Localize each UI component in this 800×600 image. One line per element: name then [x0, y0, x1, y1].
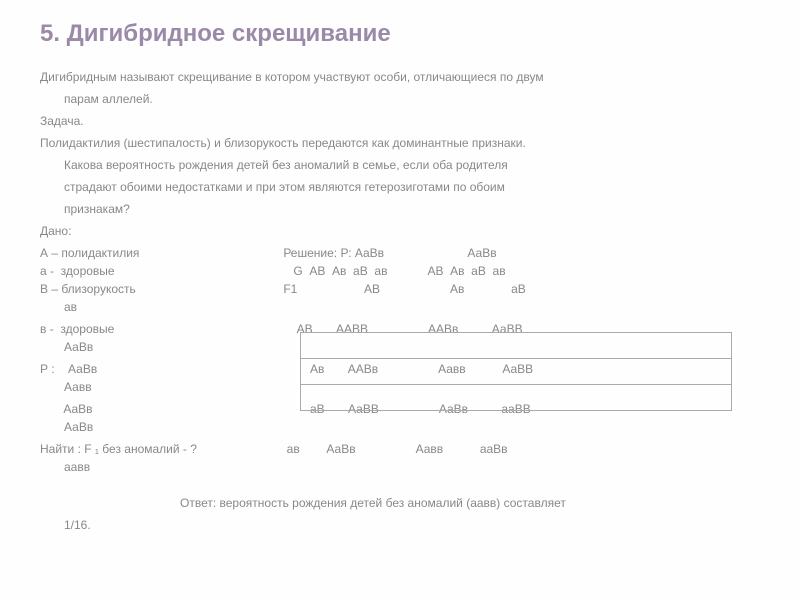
answer-line1: Ответ: вероятность рождения детей без ан… — [40, 494, 770, 512]
dano-label: Дано: — [40, 222, 770, 240]
slide-content: Дигибридным называют скрещивание в котор… — [0, 58, 800, 534]
r4-left: в - здоровые — [40, 320, 280, 338]
row-7: Найти : F ₁ без аномалий - ? ав АаВв Аав… — [40, 440, 770, 458]
r1-right: Решение: Р: АаВв АаВв — [280, 244, 770, 262]
row-3: В – близорукость F1 АВ Ав аВ — [40, 280, 770, 298]
r3-right: F1 АВ Ав аВ — [280, 280, 770, 298]
row-2: а - здоровые G АВ Ав аВ ав АВ Ав аВ ав — [40, 262, 770, 280]
r7-cont: аавв — [40, 458, 770, 476]
r1-left: А – полидактилия — [40, 244, 280, 262]
r7-left: Найти : F ₁ без аномалий - ? — [40, 440, 280, 458]
punnett-table-frame — [300, 332, 732, 411]
table-row — [301, 384, 731, 411]
r3-cont: ав — [40, 298, 770, 316]
intro-line1b: парам аллелей. — [40, 90, 770, 108]
answer-line2: 1/16. — [40, 516, 770, 534]
r5-left: Р : АаВв — [40, 360, 280, 378]
problem-line-a: Полидактилия (шестипалость) и близорукос… — [40, 134, 770, 152]
r6-left: АаВв — [40, 400, 280, 418]
r7-right: ав АаВв Аавв ааВв — [280, 440, 770, 458]
row-1: А – полидактилия Решение: Р: АаВв АаВв — [40, 244, 770, 262]
r3-left: В – близорукость — [40, 280, 280, 298]
slide-title: 5. Дигибридное скрещивание — [0, 0, 800, 58]
problem-line-c: страдают обоими недостатками и при этом … — [40, 178, 770, 196]
r2-right: G АВ Ав аВ ав АВ Ав аВ ав — [280, 262, 770, 280]
r2-left: а - здоровые — [40, 262, 280, 280]
problem-line-b: Какова вероятность рождения детей без ан… — [40, 156, 770, 174]
problem-line-d: признакам? — [40, 200, 770, 218]
table-row — [301, 358, 731, 384]
zadacha-label: Задача. — [40, 112, 770, 130]
intro-line1: Дигибридным называют скрещивание в котор… — [40, 68, 770, 86]
table-row — [301, 332, 731, 358]
r6-cont: АаВв — [40, 418, 770, 436]
